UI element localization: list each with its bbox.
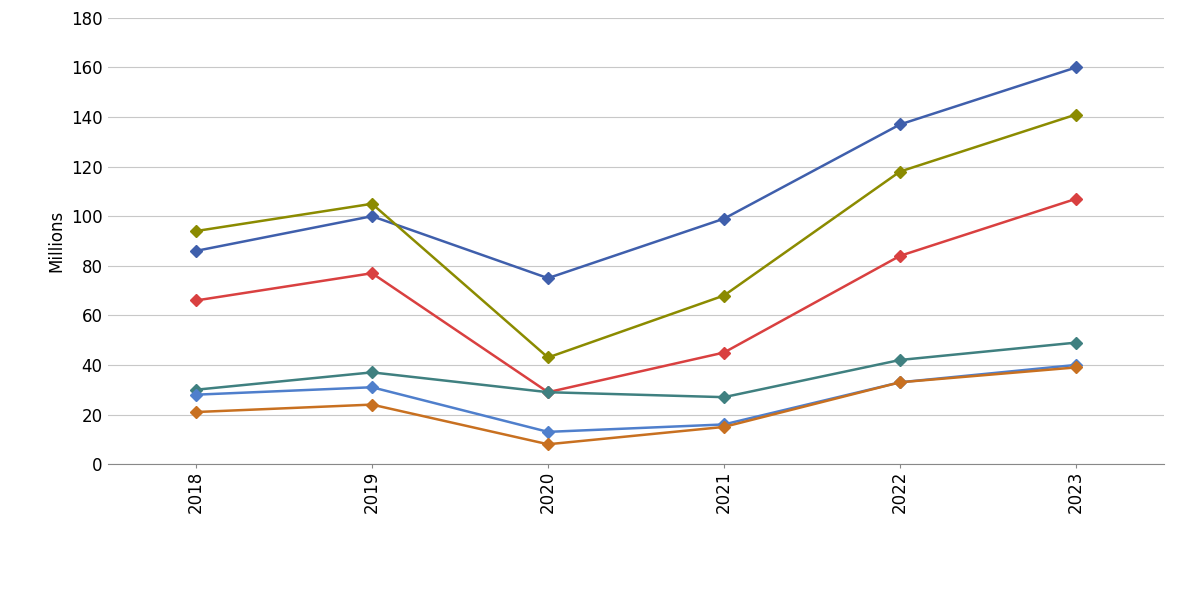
Greece [716,424,731,431]
Italy [188,297,203,304]
Spain [893,168,907,175]
Greece [365,401,379,408]
Spain [188,227,203,234]
France [1069,64,1084,71]
Spain [1069,111,1084,118]
Italy [716,349,731,356]
Greece [188,408,203,415]
Germany [893,356,907,364]
Italy [1069,195,1084,202]
Line: Italy: Italy [192,195,1080,396]
Spain [365,200,379,207]
Line: Portugal: Portugal [192,361,1080,436]
Portugal [365,384,379,391]
Portugal [1069,361,1084,368]
Portugal [716,421,731,428]
Greece [893,379,907,386]
Line: France: France [192,63,1080,283]
Greece [1069,364,1084,371]
Portugal [541,428,556,436]
Y-axis label: Millions: Millions [47,210,65,272]
Portugal [893,379,907,386]
Line: Spain: Spain [192,110,1080,362]
Germany [541,389,556,396]
France [893,121,907,128]
Germany [716,394,731,401]
Line: Greece: Greece [192,363,1080,449]
Italy [365,270,379,277]
Italy [541,389,556,396]
France [365,212,379,220]
Germany [188,386,203,393]
Spain [716,292,731,299]
Germany [1069,339,1084,346]
France [541,275,556,282]
France [188,248,203,255]
Germany [365,369,379,376]
France [716,215,731,223]
Spain [541,354,556,361]
Greece [541,441,556,448]
Portugal [188,391,203,398]
Line: Germany: Germany [192,339,1080,402]
Italy [893,252,907,259]
